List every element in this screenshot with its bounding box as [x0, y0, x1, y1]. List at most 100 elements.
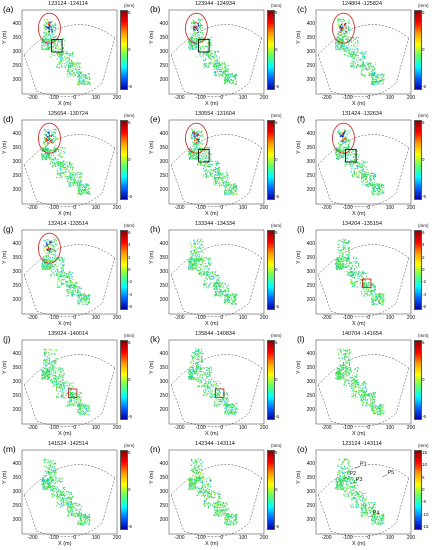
data-point	[70, 292, 72, 294]
data-point	[206, 45, 208, 47]
data-point	[67, 281, 69, 283]
data-point	[374, 288, 377, 291]
data-point	[200, 24, 203, 27]
data-point	[222, 173, 224, 175]
data-point-anomaly	[197, 138, 199, 140]
data-point	[54, 267, 56, 269]
data-point	[204, 64, 206, 66]
data-point	[225, 299, 227, 301]
data-point	[347, 155, 349, 157]
data-point	[224, 66, 226, 69]
data-point	[352, 163, 355, 165]
data-point	[199, 50, 201, 52]
data-point	[81, 74, 83, 76]
data-point	[69, 164, 71, 166]
data-point	[234, 184, 236, 186]
data-point	[47, 153, 49, 155]
data-point	[350, 171, 352, 173]
data-point	[349, 271, 351, 273]
data-point-anomaly	[47, 135, 49, 138]
data-point	[57, 155, 59, 157]
data-point	[355, 265, 357, 267]
data-point	[42, 263, 44, 265]
data-point	[82, 76, 84, 78]
data-point	[79, 297, 81, 299]
data-point	[42, 155, 45, 157]
data-point	[58, 162, 60, 165]
data-point	[208, 264, 210, 266]
data-point	[218, 171, 220, 173]
data-point	[69, 67, 71, 69]
data-point-anomaly	[46, 244, 48, 246]
data-point	[79, 189, 81, 192]
data-point	[55, 254, 57, 257]
data-point	[198, 272, 201, 274]
data-point	[367, 294, 369, 296]
data-point	[370, 172, 372, 174]
data-point	[188, 260, 190, 262]
data-point	[192, 265, 194, 267]
data-point	[72, 69, 74, 71]
data-point	[69, 64, 72, 66]
data-point	[59, 286, 61, 288]
data-point	[366, 272, 368, 274]
data-point	[201, 130, 203, 132]
data-point	[55, 158, 57, 160]
data-point	[353, 162, 355, 164]
data-point	[213, 285, 215, 287]
coverage-edge-right	[248, 147, 263, 193]
data-point	[375, 76, 378, 78]
data-point	[349, 55, 351, 57]
data-point	[364, 165, 366, 167]
data-point	[47, 264, 49, 266]
data-point	[56, 173, 58, 175]
data-point	[335, 152, 337, 154]
data-point	[61, 257, 63, 259]
data-point	[85, 304, 87, 306]
data-point	[58, 50, 60, 52]
data-point	[233, 187, 235, 189]
data-point	[337, 18, 339, 20]
panel-f: (f) 131424 -132634 Y (m) X (m) 400 350 300 250 2…	[294, 110, 441, 220]
data-point	[341, 255, 343, 257]
data-point	[58, 257, 60, 259]
data-point	[56, 274, 58, 277]
data-point	[210, 36, 212, 38]
data-point	[84, 185, 86, 187]
data-point	[337, 257, 340, 259]
data-point	[58, 40, 60, 42]
data-point	[191, 43, 193, 45]
data-point	[50, 248, 52, 250]
x-axis-label: X (m)	[58, 101, 72, 107]
data-point	[59, 55, 61, 57]
data-point	[203, 273, 205, 275]
data-point	[192, 20, 194, 22]
data-point	[376, 74, 378, 77]
data-point	[351, 55, 353, 58]
data-point	[352, 63, 354, 65]
data-point-anomaly	[49, 29, 51, 31]
data-point	[43, 41, 45, 43]
data-point	[208, 160, 210, 162]
data-point	[348, 39, 350, 41]
data-point	[53, 37, 55, 39]
data-point	[75, 62, 77, 64]
data-point	[372, 187, 374, 189]
data-point	[46, 144, 48, 146]
data-point-anomaly	[340, 134, 343, 137]
data-point	[375, 74, 377, 76]
data-point	[347, 130, 349, 132]
data-point	[232, 301, 234, 303]
data-point	[233, 300, 235, 302]
data-point	[351, 160, 353, 162]
data-point-anomaly	[47, 247, 50, 249]
colorbar-tick: -6	[128, 304, 133, 309]
data-point	[228, 295, 230, 297]
x-tick-label: -100	[48, 205, 59, 211]
data-point-anomaly	[49, 247, 52, 250]
axes-frame	[168, 119, 265, 205]
data-point	[193, 37, 195, 39]
data-point	[44, 35, 46, 37]
data-point	[192, 267, 194, 269]
data-point	[234, 76, 237, 79]
